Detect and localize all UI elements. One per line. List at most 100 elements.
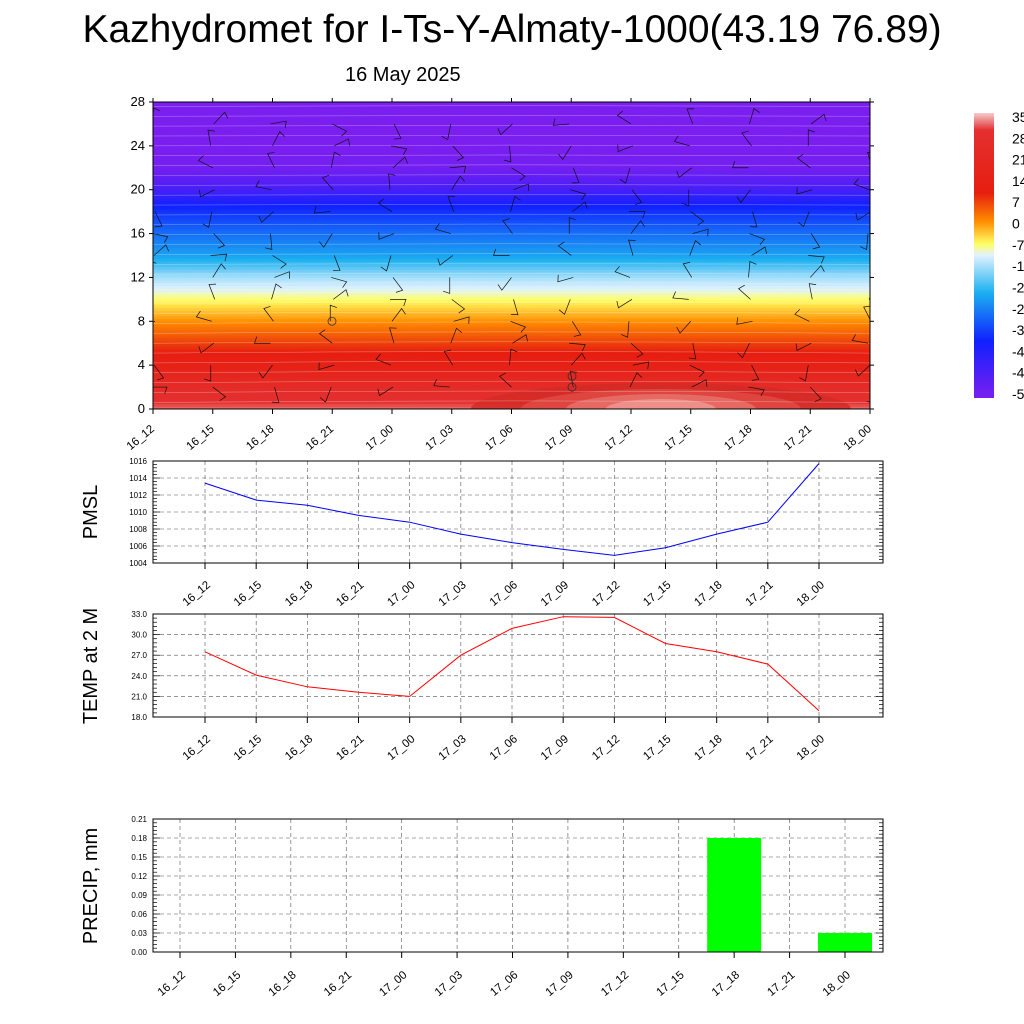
calm-circle xyxy=(327,316,337,326)
wind-barb xyxy=(154,211,163,228)
heatmap-band xyxy=(153,381,870,385)
wind-barb xyxy=(510,320,527,333)
wind-barb xyxy=(434,223,451,234)
wind-barb xyxy=(855,211,870,221)
heatmap-band xyxy=(153,304,870,309)
wind-barb xyxy=(153,107,161,118)
heatmap-band xyxy=(153,239,870,243)
heatmap-band xyxy=(153,367,870,372)
wind-barb xyxy=(258,364,273,379)
wind-barb xyxy=(493,248,510,256)
isotherm xyxy=(153,105,870,107)
heatmap-band xyxy=(153,162,870,166)
heatmap-band xyxy=(153,384,870,388)
heatmap-band xyxy=(153,159,870,163)
isotherm xyxy=(153,380,870,383)
heatmap-band xyxy=(153,110,870,114)
y-tick-label: 30.0 xyxy=(131,631,147,640)
heatmap-band xyxy=(153,334,870,339)
heatmap-band xyxy=(153,307,870,311)
x-tick-label: 18_00 xyxy=(821,969,853,999)
heatmap-band xyxy=(153,107,870,111)
x-tick-label: 16_12 xyxy=(181,579,213,609)
x-tick-label: 17_09 xyxy=(543,423,575,453)
x-tick-label: 17_18 xyxy=(692,579,724,609)
heatmap-band xyxy=(153,228,870,232)
wind-barb xyxy=(509,348,518,366)
heatmap-band xyxy=(153,348,870,353)
wind-barb xyxy=(621,321,630,338)
heatmap-band xyxy=(153,332,870,336)
x-tick-label: 16_21 xyxy=(334,579,366,609)
wind-barb xyxy=(867,152,870,163)
y-tick-label: 12 xyxy=(131,269,145,284)
wind-barb xyxy=(869,145,870,146)
colorbar-label: -1 xyxy=(1012,258,1024,274)
colorbar-label: 35 xyxy=(1012,109,1024,125)
colorbar-label: -7 xyxy=(1012,237,1024,253)
heatmap-band xyxy=(153,140,870,144)
wind-barb xyxy=(212,263,226,278)
wind-barb xyxy=(332,255,341,272)
colorbar-label: 28 xyxy=(1012,130,1024,146)
wind-barb xyxy=(197,155,213,169)
heatmap-band xyxy=(153,373,870,377)
heatmap-band xyxy=(153,132,870,136)
wind-barb xyxy=(392,156,408,169)
wind-barb xyxy=(688,343,697,360)
isotherm xyxy=(153,361,870,364)
wind-barb xyxy=(689,239,702,256)
isotherm xyxy=(153,174,870,176)
wind-barb xyxy=(614,266,631,278)
wind-barb xyxy=(390,299,407,307)
wind-barb xyxy=(552,118,570,126)
wind-barb xyxy=(809,264,825,278)
y-tick-label: 1010 xyxy=(129,508,147,517)
isotherm xyxy=(153,301,870,304)
wind-barb xyxy=(558,299,571,315)
calm-circle xyxy=(567,382,577,392)
y-tick-label: 4 xyxy=(138,357,145,372)
wind-barb xyxy=(153,298,154,300)
isotherm xyxy=(153,164,870,166)
heatmap-band xyxy=(153,151,870,155)
y-tick-label: 28 xyxy=(131,94,145,109)
wind-barb xyxy=(628,239,636,256)
colorbar-label: -4 xyxy=(1012,365,1024,381)
heatmap-band xyxy=(153,167,870,172)
wind-barb xyxy=(863,305,870,321)
x-tick-label: 17_09 xyxy=(539,733,571,763)
wind-barb xyxy=(258,211,274,223)
wind-barb xyxy=(321,174,334,190)
wind-barb xyxy=(453,316,470,324)
heatmap-band xyxy=(153,148,870,152)
heatmap-band xyxy=(153,156,870,161)
chart-subtitle: 16 May 2025 xyxy=(345,64,461,86)
colorbar-label: -4 xyxy=(1012,343,1024,359)
heatmap-band xyxy=(153,389,870,394)
y-tick-label: 0.09 xyxy=(131,891,147,900)
x-tick-label: 17_12 xyxy=(603,423,635,453)
heatmap-band xyxy=(153,233,870,237)
x-tick-label: 17_12 xyxy=(590,579,622,609)
x-tick-label: 17_06 xyxy=(488,733,520,763)
x-tick-label: 16_15 xyxy=(232,579,264,609)
heatmap-band xyxy=(153,277,870,281)
wind-barb xyxy=(572,201,588,212)
heatmap-band xyxy=(153,176,870,180)
wind-barb xyxy=(732,161,749,169)
wind-barb xyxy=(682,261,693,278)
heatmap-band xyxy=(153,192,870,196)
heatmap-band xyxy=(153,263,870,268)
isotherm xyxy=(153,282,870,285)
wind-barb xyxy=(869,255,870,256)
isotherm xyxy=(153,154,870,156)
x-tick-label: 16_15 xyxy=(232,733,264,763)
wind-barb xyxy=(378,232,395,240)
y-tick-label: 16 xyxy=(131,226,145,241)
wind-barb xyxy=(153,364,165,381)
wind-barb xyxy=(631,189,643,206)
wind-barb xyxy=(796,187,813,195)
wind-barb xyxy=(569,370,578,388)
heatmap-band xyxy=(153,178,870,183)
